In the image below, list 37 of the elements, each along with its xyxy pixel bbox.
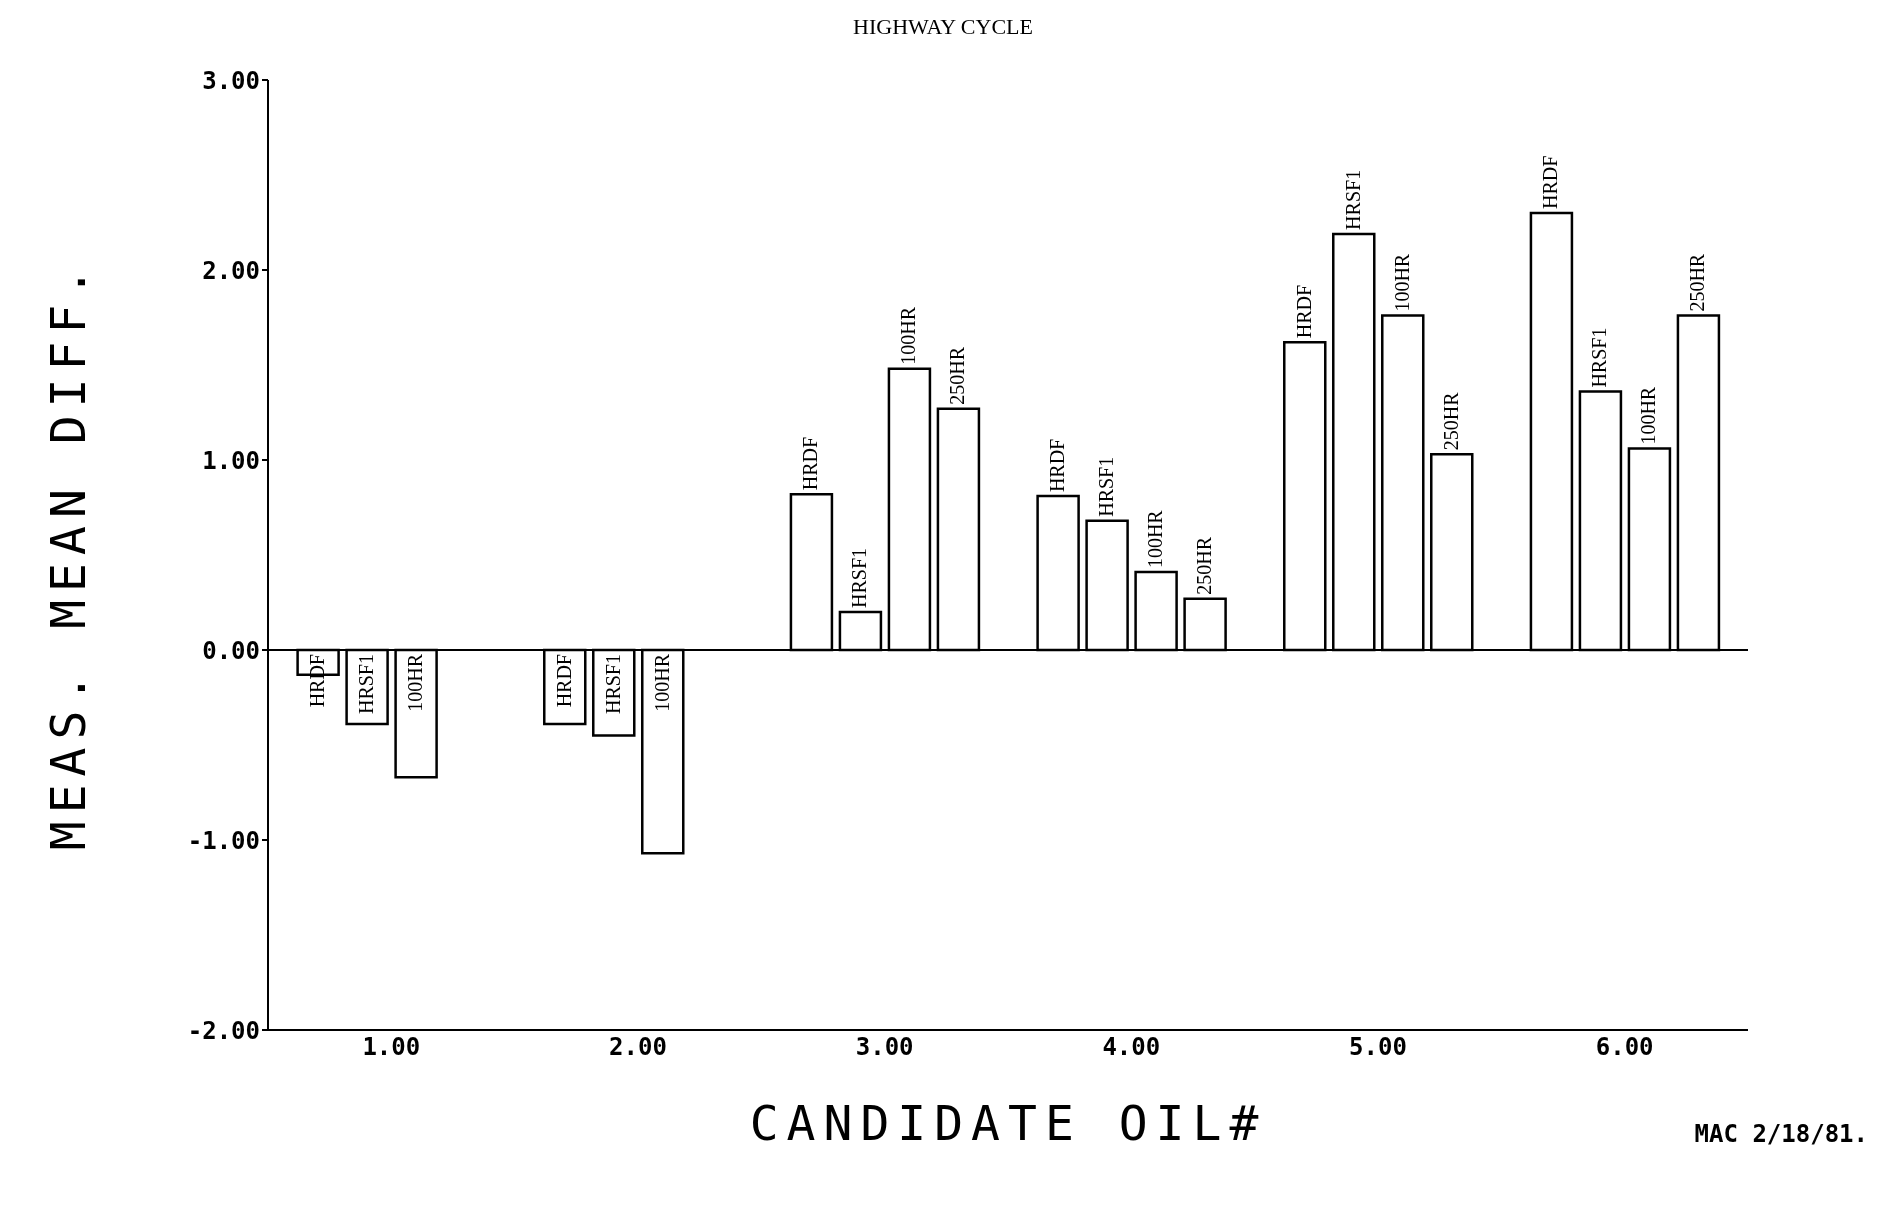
text: HRDF [1292,284,1315,339]
y-tick-label: 1.00 [202,446,260,475]
series-label: HRSF1 [355,654,378,715]
y-tick-label: 3.00 [202,66,260,95]
text: 250HR [946,346,969,405]
x-tick-label: 5.00 [1349,1033,1407,1062]
x-tick-label: 4.00 [1102,1033,1161,1062]
text: HRSF1 [848,547,871,608]
text: 100HR [1637,386,1660,445]
text: 250HR [1193,536,1216,595]
text: HRSF1 [1095,456,1118,517]
text: 250HR [1686,253,1709,312]
y-tick-label: 0.00 [202,636,260,665]
x-axis-title: CANDIDATE OIL# [749,1095,1267,1151]
text: HRSF1 [1341,169,1364,230]
text: HRDF [1539,155,1562,209]
text: 100HR [897,307,920,365]
x-tick-label: 2.00 [609,1033,667,1062]
text: HRSF1 [601,654,624,715]
text: HRDF [1046,438,1069,493]
y-tick-label: -2.00 [187,1016,260,1045]
text: 250HR [1439,392,1462,451]
text: HRSF1 [1588,327,1611,388]
text: HRDF [552,654,575,708]
text: 100HR [650,654,673,712]
y-axis-title: MEAS. MEAN DIFF. [40,259,97,851]
text: MAC 2/18/81. [1694,1120,1868,1148]
text: HRDF [799,436,822,491]
x-tick-label: 1.00 [362,1033,421,1062]
x-tick-label: 3.00 [855,1033,914,1062]
chart-title: HIGHWAY CYCLE [852,13,1034,40]
text: 100HR [1144,510,1167,569]
y-tick-label: 2.00 [202,256,260,285]
series-label: 100HR [404,653,427,712]
x-tick-label: 6.00 [1595,1033,1654,1062]
text: 100HR [1390,253,1413,312]
y-tick-label: -1.00 [187,826,260,855]
